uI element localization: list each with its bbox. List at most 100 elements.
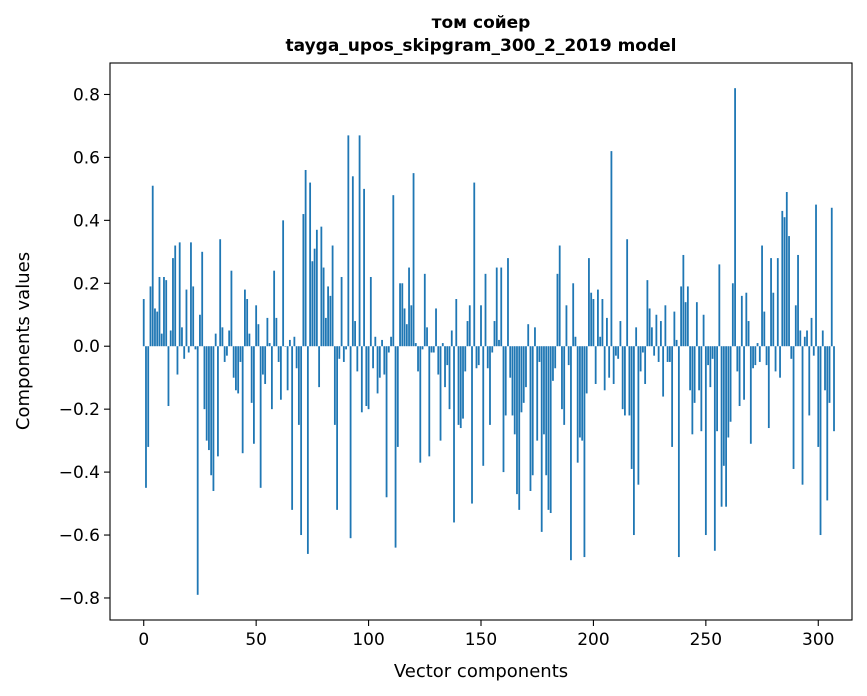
bar-212 (619, 321, 622, 347)
bar-205 (603, 346, 606, 391)
x-axis-ticks: 0 50 100 150 200 250 300 (138, 620, 834, 650)
x-tick-label-50: 50 (245, 630, 267, 650)
bar-169 (522, 346, 525, 403)
bar-174 (534, 327, 536, 347)
bar-300 (817, 346, 820, 447)
bar-221 (639, 346, 642, 372)
bar-214 (624, 346, 626, 416)
bar-253 (711, 346, 714, 359)
bar-10 (165, 280, 168, 347)
bar-34 (219, 239, 222, 347)
bar-211 (617, 346, 620, 359)
bar-78 (318, 346, 321, 388)
bar-294 (803, 336, 806, 347)
chart-title-line-1: том сойер (432, 13, 531, 33)
bar-295 (806, 330, 808, 347)
bar-113 (396, 346, 399, 447)
bar-30 (210, 346, 213, 476)
bar-92 (349, 346, 352, 539)
bar-0 (142, 299, 145, 347)
bar-290 (794, 305, 797, 347)
bar-242 (686, 286, 689, 347)
bar-288 (790, 346, 793, 359)
bar-77 (315, 229, 318, 347)
bar-11 (167, 346, 170, 407)
bar-160 (502, 346, 505, 473)
bar-107 (383, 346, 386, 375)
x-axis-label: Vector components (394, 661, 568, 682)
bar-204 (601, 299, 604, 347)
bar-111 (392, 195, 395, 347)
bar-176 (538, 346, 541, 362)
bar-260 (727, 346, 730, 438)
bar-87 (338, 346, 341, 359)
bar-149 (477, 346, 480, 366)
bar-191 (572, 283, 575, 347)
bar-96 (358, 135, 361, 347)
bar-227 (653, 346, 656, 356)
bar-215 (626, 239, 629, 347)
bar-43 (239, 346, 242, 362)
bar-187 (563, 346, 566, 425)
bar-73 (306, 346, 309, 554)
bar-140 (457, 346, 460, 425)
bar-302 (821, 330, 824, 347)
bar-177 (540, 346, 543, 532)
bar-287 (788, 236, 790, 347)
bar-194 (579, 346, 581, 438)
bar-292 (799, 330, 802, 347)
bar-306 (830, 207, 833, 347)
bar-224 (646, 280, 649, 347)
bar-2 (147, 346, 150, 447)
bar-220 (637, 346, 640, 485)
bar-129 (432, 346, 435, 353)
bar-272 (754, 346, 757, 366)
chart-title-line-2: tayga_upos_skipgram_300_2_2019 model (286, 36, 677, 56)
bar-251 (707, 346, 709, 366)
bar-65 (288, 339, 291, 347)
bar-286 (785, 192, 788, 347)
bar-75 (311, 261, 314, 347)
bar-193 (576, 346, 579, 463)
bar-244 (691, 346, 694, 435)
bar-181 (549, 346, 552, 514)
bar-173 (531, 346, 534, 476)
bar-258 (722, 346, 725, 466)
bar-192 (574, 336, 577, 347)
bar-206 (606, 317, 608, 347)
bar-108 (385, 346, 388, 498)
bar-299 (815, 204, 817, 347)
bar-61 (279, 346, 282, 400)
bar-142 (462, 346, 464, 419)
bar-167 (518, 346, 521, 510)
bar-52 (259, 346, 262, 488)
bar-262 (731, 283, 734, 347)
y-tick-label-8: −0.8 (59, 589, 100, 609)
bar-14 (174, 245, 177, 347)
bar-112 (394, 346, 397, 548)
bar-265 (738, 346, 741, 407)
bar-40 (232, 346, 235, 378)
y-tick-label-1: 0.6 (73, 148, 100, 168)
bar-231 (662, 346, 665, 397)
bar-153 (486, 346, 489, 369)
bar-250 (704, 346, 707, 536)
bar-74 (309, 182, 312, 347)
bar-264 (736, 346, 739, 372)
bar-138 (453, 346, 455, 523)
x-tick-label-300: 300 (802, 630, 834, 650)
bar-170 (525, 346, 527, 388)
bar-283 (779, 346, 781, 378)
bar-46 (246, 299, 249, 347)
bar-95 (356, 346, 359, 372)
bar-303 (824, 346, 826, 391)
bar-5 (154, 308, 156, 347)
bar-62 (282, 220, 285, 347)
bar-64 (286, 346, 289, 391)
bar-76 (313, 248, 316, 347)
x-tick-label-150: 150 (465, 630, 497, 650)
y-tick-label-5: −0.2 (59, 400, 100, 420)
bar-47 (248, 333, 251, 347)
bar-266 (740, 295, 743, 347)
